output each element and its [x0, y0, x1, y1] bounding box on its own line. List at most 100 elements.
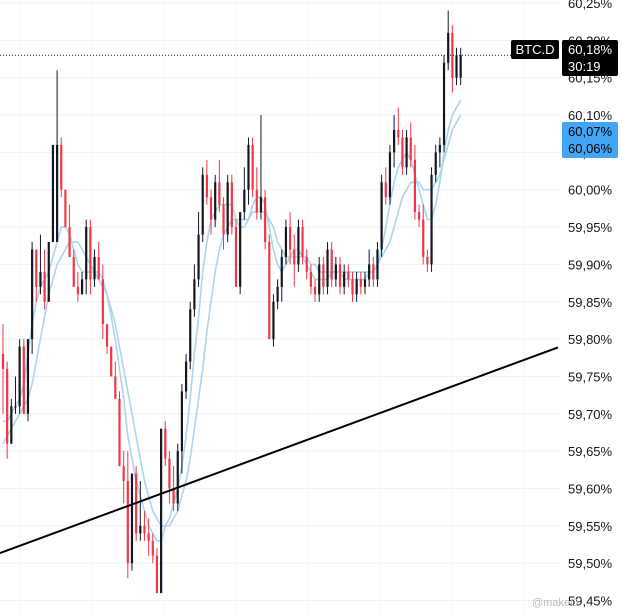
- candle-body: [6, 368, 9, 444]
- candle-body: [247, 144, 250, 190]
- candle-body: [105, 324, 109, 347]
- candle: [147, 518, 150, 556]
- candle-body: [338, 264, 342, 287]
- candle: [101, 264, 104, 340]
- candle-body: [201, 174, 204, 235]
- y-tick-label: 59,85%: [568, 295, 613, 310]
- candle-body: [438, 144, 441, 153]
- candle-body: [388, 152, 392, 198]
- y-tick-label: 59,90%: [568, 257, 613, 272]
- candle: [31, 242, 34, 355]
- candle: [351, 271, 354, 302]
- candle-body: [243, 189, 246, 213]
- candle: [268, 234, 271, 340]
- candle-body: [372, 264, 375, 280]
- price-tags: BTC.D 60,18% 30:19 60,07% 60,06%: [511, 40, 618, 158]
- candle-body: [239, 212, 242, 287]
- candle: [301, 219, 304, 265]
- candle: [417, 204, 421, 228]
- candle: [372, 256, 375, 287]
- candle-body: [184, 361, 188, 392]
- candle-body: [226, 182, 229, 235]
- symbol-label: BTC.D: [511, 40, 559, 59]
- candle-body: [72, 256, 75, 287]
- candle-body: [205, 174, 208, 198]
- candle-body: [380, 182, 383, 250]
- y-tick-label: 59,50%: [568, 556, 613, 571]
- candle: [376, 242, 379, 287]
- candle-body: [434, 152, 437, 175]
- candle-body: [417, 212, 421, 220]
- candle: [139, 481, 142, 541]
- support-trendline[interactable]: [0, 346, 559, 555]
- candle-body: [60, 144, 63, 190]
- y-tick-label: 59,95%: [568, 220, 613, 235]
- candle: [338, 256, 342, 295]
- candle-body: [22, 346, 25, 414]
- candle: [64, 189, 67, 228]
- candle-body: [230, 182, 233, 228]
- candle-body: [368, 264, 371, 280]
- candle-body: [351, 279, 354, 295]
- candle-body: [293, 249, 296, 265]
- watermark: @makeO: [532, 597, 579, 609]
- candle: [243, 167, 246, 220]
- candle-body: [280, 256, 283, 287]
- candle-body: [160, 428, 163, 594]
- candle: [39, 234, 42, 295]
- candle-body: [255, 189, 258, 213]
- candle: [193, 264, 196, 317]
- candle-body: [143, 525, 146, 534]
- candle: [110, 346, 113, 377]
- candle: [334, 256, 337, 287]
- candle-body: [322, 264, 325, 287]
- candle: [438, 137, 441, 168]
- candle-body: [451, 32, 454, 78]
- candle-body: [264, 197, 267, 243]
- candle: [35, 249, 38, 302]
- candle: [280, 249, 283, 302]
- candle: [22, 339, 25, 414]
- y-tick-label: 59,75%: [568, 369, 613, 384]
- candle: [201, 167, 204, 243]
- candle-body: [413, 159, 417, 213]
- candle: [397, 107, 400, 145]
- candle-body: [355, 279, 358, 295]
- price-axis[interactable]: 60,25%60,20%60,15%60,10%60,05%60,00%59,9…: [560, 0, 622, 614]
- candle: [347, 264, 350, 287]
- ma-tag-bg: [562, 122, 618, 158]
- candle-body: [259, 197, 263, 213]
- candle: [214, 174, 217, 228]
- candle-body: [409, 137, 412, 160]
- candle: [264, 189, 267, 250]
- candle: [55, 70, 59, 243]
- gridlines: [0, 0, 560, 614]
- y-tick-label: 59,60%: [568, 482, 613, 497]
- candle: [363, 271, 367, 295]
- candle: [422, 204, 425, 265]
- trendline-layer[interactable]: [0, 346, 559, 555]
- candle-body: [397, 129, 400, 138]
- candle-body: [347, 271, 350, 280]
- candle-body: [85, 227, 88, 280]
- candle-body: [251, 144, 254, 190]
- candle: [218, 159, 221, 213]
- y-tick-label: 60,25%: [568, 0, 613, 11]
- candle: [80, 271, 84, 295]
- candle-body: [272, 301, 275, 340]
- candle-body: [139, 525, 142, 534]
- candle-body: [110, 346, 113, 377]
- candle-body: [172, 488, 175, 504]
- candle-body: [130, 473, 134, 564]
- candle-body: [447, 32, 450, 63]
- y-tick-label: 59,45%: [568, 594, 613, 609]
- candle: [43, 249, 46, 310]
- candle: [93, 249, 96, 287]
- candle-body: [234, 227, 238, 287]
- candle-body: [309, 271, 312, 287]
- y-tick-label: 59,70%: [568, 407, 613, 422]
- candle: [288, 212, 292, 265]
- candle-body: [288, 227, 292, 250]
